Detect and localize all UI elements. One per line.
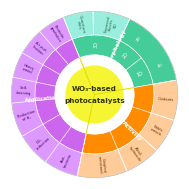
Text: Self-
cleaning: Self- cleaning <box>15 86 31 95</box>
Wedge shape <box>11 17 82 176</box>
Text: Coupled
semicond.: Coupled semicond. <box>96 156 106 175</box>
Wedge shape <box>55 55 134 134</box>
Circle shape <box>11 11 178 178</box>
Wedge shape <box>139 113 174 150</box>
Wedge shape <box>93 11 130 41</box>
Text: Exposed
facets: Exposed facets <box>103 15 115 34</box>
Text: photocatalysts: photocatalysts <box>64 98 125 104</box>
Text: 3D: 3D <box>113 23 118 30</box>
Wedge shape <box>120 19 176 84</box>
Text: CO₂
reduction: CO₂ reduction <box>32 133 51 151</box>
Wedge shape <box>35 39 86 153</box>
Wedge shape <box>151 80 178 120</box>
Text: Morphology: Morphology <box>106 28 127 66</box>
Text: Alkali
hydroxide: Alkali hydroxide <box>127 143 145 162</box>
Text: Quantum
dots: Quantum dots <box>74 14 86 35</box>
Text: Noble
metals: Noble metals <box>149 123 164 137</box>
Wedge shape <box>82 84 154 154</box>
Text: Applications: Applications <box>25 95 64 103</box>
Wedge shape <box>63 11 94 39</box>
Circle shape <box>66 66 123 123</box>
Text: 1D: 1D <box>136 71 144 78</box>
Text: 2D: 2D <box>121 51 129 60</box>
Wedge shape <box>118 134 156 171</box>
Text: 1D: 1D <box>156 62 163 69</box>
Text: Oxidants: Oxidants <box>157 97 174 102</box>
Text: WO₃-based: WO₃-based <box>72 86 117 92</box>
Text: Air puri-
fication: Air puri- fication <box>31 41 48 57</box>
Text: 3D: 3D <box>93 41 98 48</box>
Text: Heavy
metal: Heavy metal <box>21 63 35 75</box>
Wedge shape <box>77 149 127 178</box>
Text: Photode-
gradation: Photode- gradation <box>49 24 65 43</box>
Text: Anti-
bacteria: Anti- bacteria <box>59 151 72 168</box>
Text: Production
of H₂: Production of H₂ <box>16 110 37 123</box>
Wedge shape <box>72 35 153 88</box>
Text: Activity: Activity <box>121 121 143 143</box>
Text: 2D: 2D <box>136 35 142 42</box>
